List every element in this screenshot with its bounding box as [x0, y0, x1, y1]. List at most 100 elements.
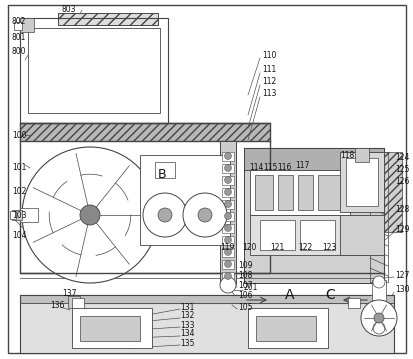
- Bar: [243, 148, 383, 283]
- Bar: [20, 295, 393, 353]
- Bar: [297, 175, 312, 210]
- Text: 801: 801: [12, 33, 26, 42]
- Circle shape: [224, 248, 231, 256]
- Circle shape: [22, 147, 158, 283]
- Text: 125: 125: [394, 165, 408, 174]
- Bar: [249, 170, 349, 215]
- Bar: [221, 164, 233, 173]
- Bar: [20, 208, 38, 222]
- Text: 106: 106: [237, 292, 252, 300]
- Circle shape: [158, 208, 171, 222]
- Text: C: C: [324, 288, 334, 302]
- Bar: [354, 148, 368, 162]
- Text: 117: 117: [294, 160, 309, 169]
- Bar: [221, 224, 233, 233]
- Circle shape: [373, 313, 383, 323]
- Text: 123: 123: [321, 243, 335, 252]
- Circle shape: [224, 237, 231, 243]
- Text: 127: 127: [394, 270, 408, 280]
- Bar: [12, 210, 22, 220]
- Circle shape: [219, 277, 235, 293]
- Bar: [221, 260, 233, 269]
- Circle shape: [372, 322, 384, 334]
- Bar: [219, 141, 235, 284]
- Circle shape: [80, 205, 100, 225]
- Text: 120: 120: [242, 243, 256, 252]
- Bar: [20, 123, 269, 141]
- Bar: [10, 211, 16, 219]
- Text: 124: 124: [394, 154, 408, 163]
- Circle shape: [197, 208, 211, 222]
- Text: 135: 135: [180, 339, 194, 348]
- Circle shape: [224, 272, 231, 280]
- Bar: [259, 220, 294, 250]
- Text: 129: 129: [394, 225, 408, 234]
- Bar: [249, 215, 369, 255]
- Text: 121: 121: [269, 243, 284, 252]
- Text: 103: 103: [12, 210, 26, 219]
- Text: 136: 136: [50, 300, 64, 309]
- Text: 118: 118: [339, 150, 354, 159]
- Bar: [20, 295, 393, 303]
- Bar: [221, 236, 233, 245]
- Bar: [58, 13, 158, 25]
- Bar: [20, 123, 269, 273]
- Text: 122: 122: [297, 243, 311, 252]
- Bar: [243, 148, 383, 283]
- Bar: [68, 296, 80, 308]
- Text: 110: 110: [261, 51, 276, 60]
- Text: 803: 803: [62, 5, 76, 14]
- Circle shape: [224, 224, 231, 232]
- Text: 802: 802: [12, 18, 26, 27]
- Circle shape: [224, 177, 231, 183]
- Bar: [219, 141, 235, 284]
- Bar: [72, 298, 84, 308]
- Bar: [20, 123, 269, 273]
- Text: 107: 107: [237, 280, 252, 289]
- Text: 116: 116: [276, 163, 291, 173]
- Circle shape: [372, 276, 384, 288]
- Bar: [58, 13, 158, 25]
- Bar: [221, 188, 233, 197]
- Bar: [72, 308, 152, 348]
- Text: 119: 119: [219, 243, 234, 252]
- Bar: [20, 18, 168, 123]
- Bar: [247, 308, 327, 348]
- Bar: [20, 18, 168, 123]
- Text: B: B: [158, 168, 166, 182]
- Bar: [221, 212, 233, 221]
- Bar: [277, 175, 292, 210]
- Bar: [14, 22, 22, 30]
- Bar: [254, 175, 272, 210]
- Bar: [28, 28, 159, 113]
- Text: 115: 115: [262, 163, 277, 173]
- Text: A: A: [284, 288, 294, 302]
- Bar: [383, 152, 401, 232]
- Bar: [299, 220, 334, 250]
- Circle shape: [142, 193, 187, 237]
- Bar: [20, 18, 34, 32]
- Circle shape: [224, 200, 231, 208]
- Bar: [154, 162, 175, 178]
- Bar: [80, 316, 140, 341]
- Text: 130: 130: [394, 285, 408, 294]
- Bar: [221, 152, 233, 161]
- Bar: [255, 316, 315, 341]
- Text: 800: 800: [12, 47, 26, 56]
- Bar: [339, 215, 383, 255]
- Bar: [347, 298, 359, 308]
- Circle shape: [224, 261, 231, 267]
- Text: 137: 137: [62, 289, 76, 298]
- Text: 104: 104: [12, 230, 26, 239]
- Text: 132: 132: [180, 312, 194, 321]
- Text: 105: 105: [237, 303, 252, 312]
- Text: 133: 133: [180, 321, 194, 330]
- Text: 113: 113: [261, 89, 276, 98]
- Bar: [345, 158, 377, 206]
- Circle shape: [183, 193, 226, 237]
- Bar: [221, 248, 233, 257]
- Text: 108: 108: [237, 270, 252, 280]
- Bar: [221, 272, 233, 281]
- Bar: [243, 148, 383, 170]
- Bar: [140, 155, 230, 245]
